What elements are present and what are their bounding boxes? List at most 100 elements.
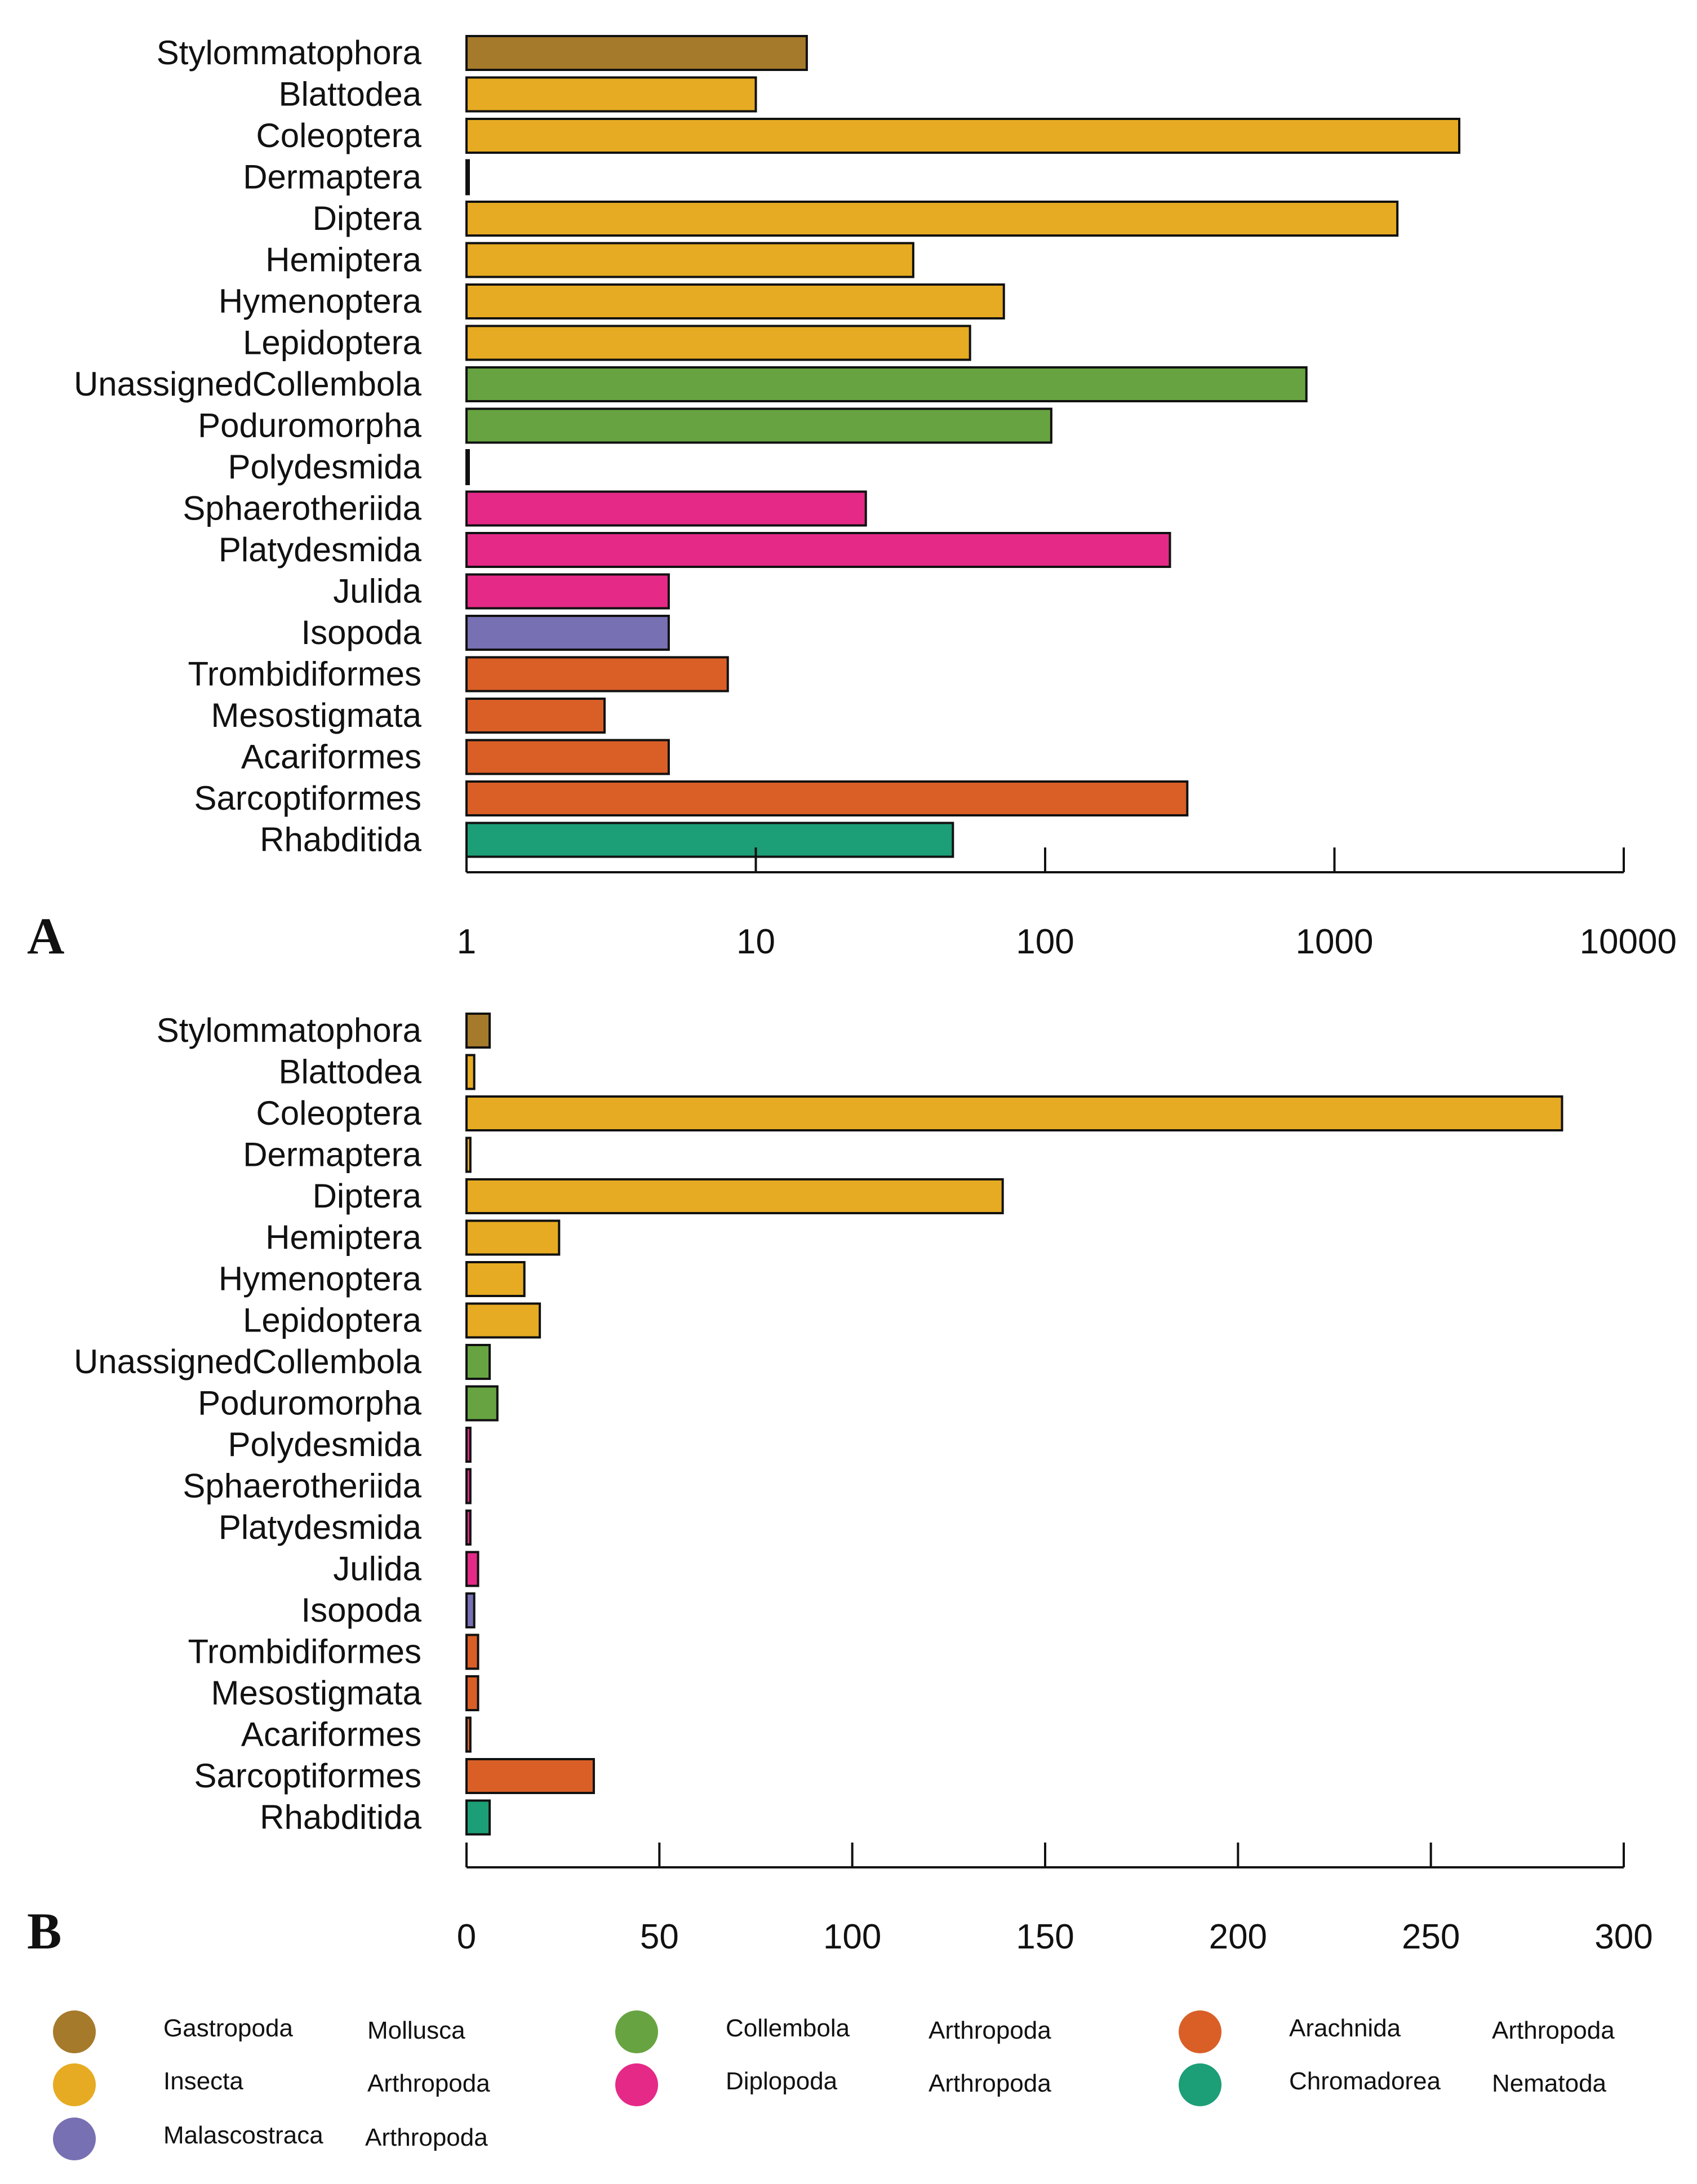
legend-swatch-diplopoda bbox=[615, 2063, 658, 2106]
x-tick-label-150: 150 bbox=[1016, 1917, 1074, 1956]
bar-isopoda bbox=[465, 615, 670, 651]
legend-swatch-malascostraca bbox=[53, 2118, 96, 2160]
category-label-sphaerotheriida: Sphaerotheriida bbox=[183, 490, 421, 527]
bar-acariformes bbox=[465, 739, 670, 775]
category-label-lepidoptera: Lepidoptera bbox=[243, 1302, 422, 1339]
category-label-trombidiformes: Trombidiformes bbox=[188, 1633, 421, 1671]
legend-swatch-insecta bbox=[53, 2063, 96, 2106]
bar-sarcoptiformes bbox=[465, 780, 1189, 816]
legend-phylum-collembola: Arthropoda bbox=[929, 2017, 1051, 2044]
bar-julida bbox=[465, 1551, 479, 1587]
bar-mesostigmata bbox=[465, 1675, 479, 1711]
bar-hemiptera bbox=[465, 1219, 561, 1256]
bar-rhabditida bbox=[465, 1799, 491, 1836]
x-tick-label-200: 200 bbox=[1209, 1917, 1267, 1956]
panel-label-a: A bbox=[27, 907, 64, 965]
category-label-coleoptera: Coleoptera bbox=[256, 117, 421, 154]
bar-polydesmida bbox=[465, 449, 470, 485]
x-tick-label-0: 0 bbox=[457, 1917, 476, 1956]
bar-platydesmida bbox=[465, 1510, 472, 1546]
legend: Gastropoda Mollusca Insecta Arthropoda Malas… bbox=[53, 2010, 1615, 2160]
x-tick-label-100: 100 bbox=[1016, 922, 1074, 961]
bar-stylommatophora bbox=[465, 35, 808, 71]
category-label-hemiptera: Hemiptera bbox=[265, 1219, 421, 1257]
bar-stylommatophora bbox=[465, 1013, 491, 1049]
legend-class-gastropoda: Gastropoda bbox=[163, 2014, 293, 2042]
category-label-blattodea: Blattodea bbox=[278, 1053, 421, 1091]
bar-lepidoptera bbox=[465, 325, 971, 361]
x-tick-label-50: 50 bbox=[640, 1917, 679, 1956]
legend-class-arachnida: Arachnida bbox=[1289, 2014, 1401, 2042]
bar-poduromorpha bbox=[465, 407, 1052, 444]
legend-class-insecta: Insecta bbox=[163, 2067, 243, 2095]
bar-mesostigmata bbox=[465, 698, 606, 734]
legend-phylum-malascostraca: Arthropoda bbox=[365, 2124, 488, 2151]
bar-rhabditida bbox=[465, 822, 954, 858]
category-label-stylommatophora: Stylommatophora bbox=[157, 34, 422, 72]
x-tick-label-1: 1 bbox=[457, 922, 476, 961]
category-label-diptera: Diptera bbox=[313, 199, 422, 237]
legend-swatch-gastropoda bbox=[53, 2010, 96, 2053]
legend-phylum-chromadorea: Nematoda bbox=[1492, 2070, 1607, 2097]
category-label-stylommatophora: Stylommatophora bbox=[157, 1011, 422, 1049]
legend-class-diplopoda: Diplopoda bbox=[726, 2067, 838, 2095]
category-label-coleoptera: Coleoptera bbox=[256, 1094, 421, 1132]
category-label-diptera: Diptera bbox=[313, 1177, 422, 1215]
category-label-unassigned-collembola: UnassignedCollembola bbox=[74, 1343, 422, 1380]
category-label-platydesmida: Platydesmida bbox=[219, 1508, 422, 1546]
bar-sphaerotheriida bbox=[465, 490, 867, 527]
bar-blattodea bbox=[465, 76, 757, 113]
category-label-mesostigmata: Mesostigmata bbox=[211, 1674, 422, 1712]
bar-julida bbox=[465, 573, 670, 610]
legend-class-chromadorea: Chromadorea bbox=[1289, 2067, 1441, 2095]
bar-unassigned-collembola bbox=[465, 366, 1308, 402]
bar-blattodea bbox=[465, 1054, 476, 1090]
category-label-isopoda: Isopoda bbox=[301, 614, 421, 651]
bar-polydesmida bbox=[465, 1427, 472, 1463]
bar-trombidiformes bbox=[465, 1633, 479, 1670]
legend-phylum-arachnida: Arthropoda bbox=[1492, 2017, 1615, 2044]
bar-hymenoptera bbox=[465, 1261, 526, 1297]
bar-poduromorpha bbox=[465, 1385, 499, 1422]
x-tick-label-250: 250 bbox=[1402, 1917, 1460, 1956]
legend-swatch-arachnida bbox=[1179, 2010, 1221, 2053]
bar-hemiptera bbox=[465, 242, 914, 278]
category-label-rhabditida: Rhabditida bbox=[260, 821, 422, 859]
legend-phylum-diplopoda: Arthropoda bbox=[929, 2070, 1051, 2097]
legend-class-collembola: Collembola bbox=[726, 2014, 850, 2042]
category-label-acariformes: Acariformes bbox=[241, 738, 421, 776]
category-label-acariformes: Acariformes bbox=[241, 1716, 421, 1754]
bar-sphaerotheriida bbox=[465, 1468, 472, 1504]
category-label-isopoda: Isopoda bbox=[301, 1591, 421, 1629]
bar-diptera bbox=[465, 201, 1399, 237]
panel-a: Stylommatophora Blattodea Coleoptera Dermap… bbox=[27, 34, 1677, 965]
category-label-sphaerotheriida: Sphaerotheriida bbox=[183, 1467, 421, 1505]
category-label-julida: Julida bbox=[333, 1550, 421, 1588]
bar-isopoda bbox=[465, 1592, 476, 1628]
category-label-poduromorpha: Poduromorpha bbox=[198, 1384, 422, 1422]
category-label-hemiptera: Hemiptera bbox=[265, 241, 421, 279]
bar-platydesmida bbox=[465, 532, 1171, 568]
category-label-dermaptera: Dermaptera bbox=[243, 1136, 421, 1174]
bar-diptera bbox=[465, 1178, 1004, 1214]
category-label-polydesmida: Polydesmida bbox=[228, 448, 421, 486]
bar-lepidoptera bbox=[465, 1302, 541, 1339]
legend-phylum-insecta: Arthropoda bbox=[367, 2070, 490, 2097]
panel-label-b: B bbox=[27, 1902, 61, 1960]
bar-unassigned-collembola bbox=[465, 1344, 491, 1380]
category-label-sarcoptiformes: Sarcoptiformes bbox=[194, 779, 421, 817]
legend-class-malascostraca: Malascostraca bbox=[163, 2121, 323, 2149]
x-tick-label-300: 300 bbox=[1594, 1917, 1652, 1956]
x-tick-label-10000: 10000 bbox=[1580, 922, 1677, 961]
bar-coleoptera bbox=[465, 118, 1461, 154]
bar-hymenoptera bbox=[465, 283, 1005, 319]
legend-swatch-chromadorea bbox=[1179, 2063, 1221, 2106]
category-label-hymenoptera: Hymenoptera bbox=[219, 1260, 422, 1298]
category-label-unassigned-collembola: UnassignedCollembola bbox=[74, 365, 422, 403]
category-label-poduromorpha: Poduromorpha bbox=[198, 407, 422, 445]
legend-phylum-gastropoda: Mollusca bbox=[367, 2017, 465, 2044]
category-label-dermaptera: Dermaptera bbox=[243, 158, 421, 196]
x-tick-label-1000: 1000 bbox=[1296, 922, 1374, 961]
